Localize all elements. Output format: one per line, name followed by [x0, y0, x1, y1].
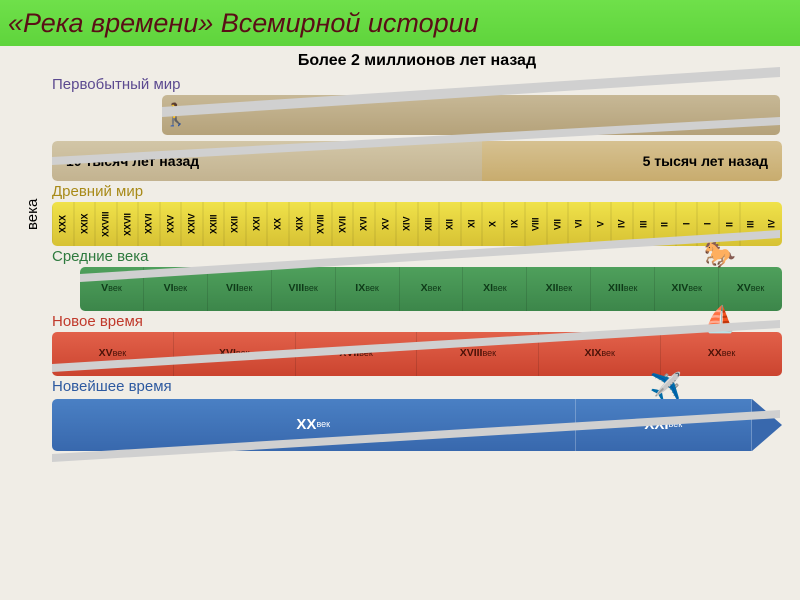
century-cell: XI	[461, 202, 483, 246]
century-cell: XIV	[396, 202, 418, 246]
century-cell: XVIвек	[174, 332, 296, 376]
century-cell: XXX	[52, 202, 74, 246]
century-cell: XX	[267, 202, 289, 246]
century-cell: VIIвек	[208, 267, 272, 311]
century-cell: XIX	[289, 202, 311, 246]
century-cell: XVвек	[52, 332, 174, 376]
century-cell: IXвек	[336, 267, 400, 311]
century-cell: X	[482, 202, 504, 246]
century-cell: XVI	[353, 202, 375, 246]
century-cell: Xвек	[400, 267, 464, 311]
century-cell: XXVI	[138, 202, 160, 246]
century-cell: XXвек	[52, 399, 576, 451]
century-cell: XXI	[246, 202, 268, 246]
century-cell: XVIIIвек	[417, 332, 539, 376]
timeline-content: Более 2 миллионов лет назад Первобытный …	[0, 46, 800, 451]
era-label-middle: Средние века	[52, 248, 782, 265]
century-cell: XIIIвек	[591, 267, 655, 311]
century-cell: XV	[375, 202, 397, 246]
era-label-newtime: Новое время	[52, 313, 782, 330]
subtitle: Более 2 миллионов лет назад	[52, 52, 782, 70]
century-cell: XXVII	[117, 202, 139, 246]
ship-icon: ⛵	[704, 304, 736, 335]
band-primordial: 🚶	[162, 95, 780, 135]
era-label-ancient: Древний мир	[52, 183, 782, 200]
century-cell: XVIIвек	[296, 332, 418, 376]
century-cell: IV	[762, 202, 783, 246]
row-newest: XXвекXXIвек	[52, 399, 782, 451]
century-cell: III	[633, 202, 655, 246]
century-cell: IX	[504, 202, 526, 246]
title-bar: «Река времени» Всемирной истории	[0, 0, 800, 46]
plane-icon: ✈️	[650, 371, 682, 402]
century-cell: II	[654, 202, 676, 246]
century-cell: XXV	[160, 202, 182, 246]
horse-icon: 🐎	[704, 239, 736, 270]
walking-icon: 🚶	[162, 102, 219, 128]
century-cell: XIII	[418, 202, 440, 246]
century-cell: VII	[547, 202, 569, 246]
century-cell: XIXвек	[539, 332, 661, 376]
century-cell: XVIII	[310, 202, 332, 246]
century-cell: XXII	[224, 202, 246, 246]
century-cell: Vвек	[80, 267, 144, 311]
century-cell: XXVIII	[95, 202, 117, 246]
century-cell: III	[740, 202, 762, 246]
century-cell: XXIвек	[576, 399, 753, 451]
century-cell: VIIIвек	[272, 267, 336, 311]
century-cell: XIIвек	[527, 267, 591, 311]
century-cell: XXIV	[181, 202, 203, 246]
band-10k: 10 тысяч лет назад 5 тысяч лет назад	[52, 141, 782, 181]
century-cell: IV	[611, 202, 633, 246]
century-cell: XIвек	[463, 267, 527, 311]
veka-axis-label: века	[24, 199, 41, 230]
row-newtime: XVвекXVIвекXVIIвекXVIIIвекXIXвекXXвек	[52, 332, 782, 376]
row-ancient: XXXXXIXXXVIIIXXVIIXXVIXXVXXIVXXIIIXXIIXX…	[52, 202, 782, 246]
century-cell: XXвек	[661, 332, 782, 376]
row-middle: VвекVIвекVIIвекVIIIвекIXвекXвекXIвекXIIв…	[80, 267, 782, 311]
century-cell: VIII	[525, 202, 547, 246]
page-title: «Река времени» Всемирной истории	[8, 8, 479, 39]
century-cell: VIвек	[144, 267, 208, 311]
tenk-left: 10 тысяч лет назад	[52, 153, 213, 169]
tenk-right: 5 тысяч лет назад	[629, 153, 782, 169]
century-cell: XII	[439, 202, 461, 246]
century-cell: V	[590, 202, 612, 246]
century-cell: VI	[568, 202, 590, 246]
century-cell: XXIII	[203, 202, 225, 246]
era-label-primo: Первобытный мир	[52, 76, 782, 93]
century-cell: I	[676, 202, 698, 246]
century-cell: XXIX	[74, 202, 96, 246]
century-cell: XVII	[332, 202, 354, 246]
